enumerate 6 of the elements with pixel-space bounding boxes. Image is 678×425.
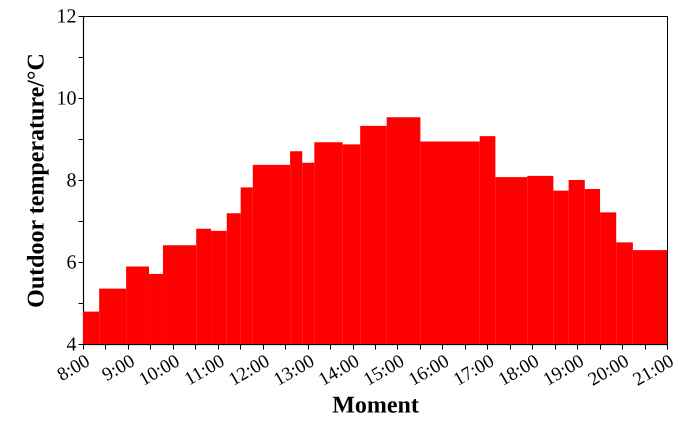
- x-axis-title: Moment: [332, 392, 419, 419]
- y-tick-label: 12: [56, 6, 76, 28]
- y-axis-title: Outdoor temperature/°C: [24, 53, 50, 308]
- y-tick-label: 10: [56, 88, 76, 110]
- y-tick-label: 8: [66, 170, 76, 192]
- y-tick-label: 6: [66, 252, 76, 274]
